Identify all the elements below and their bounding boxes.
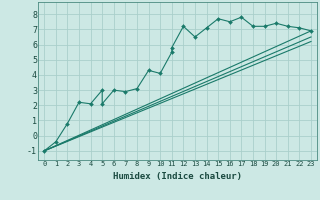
X-axis label: Humidex (Indice chaleur): Humidex (Indice chaleur) bbox=[113, 172, 242, 181]
